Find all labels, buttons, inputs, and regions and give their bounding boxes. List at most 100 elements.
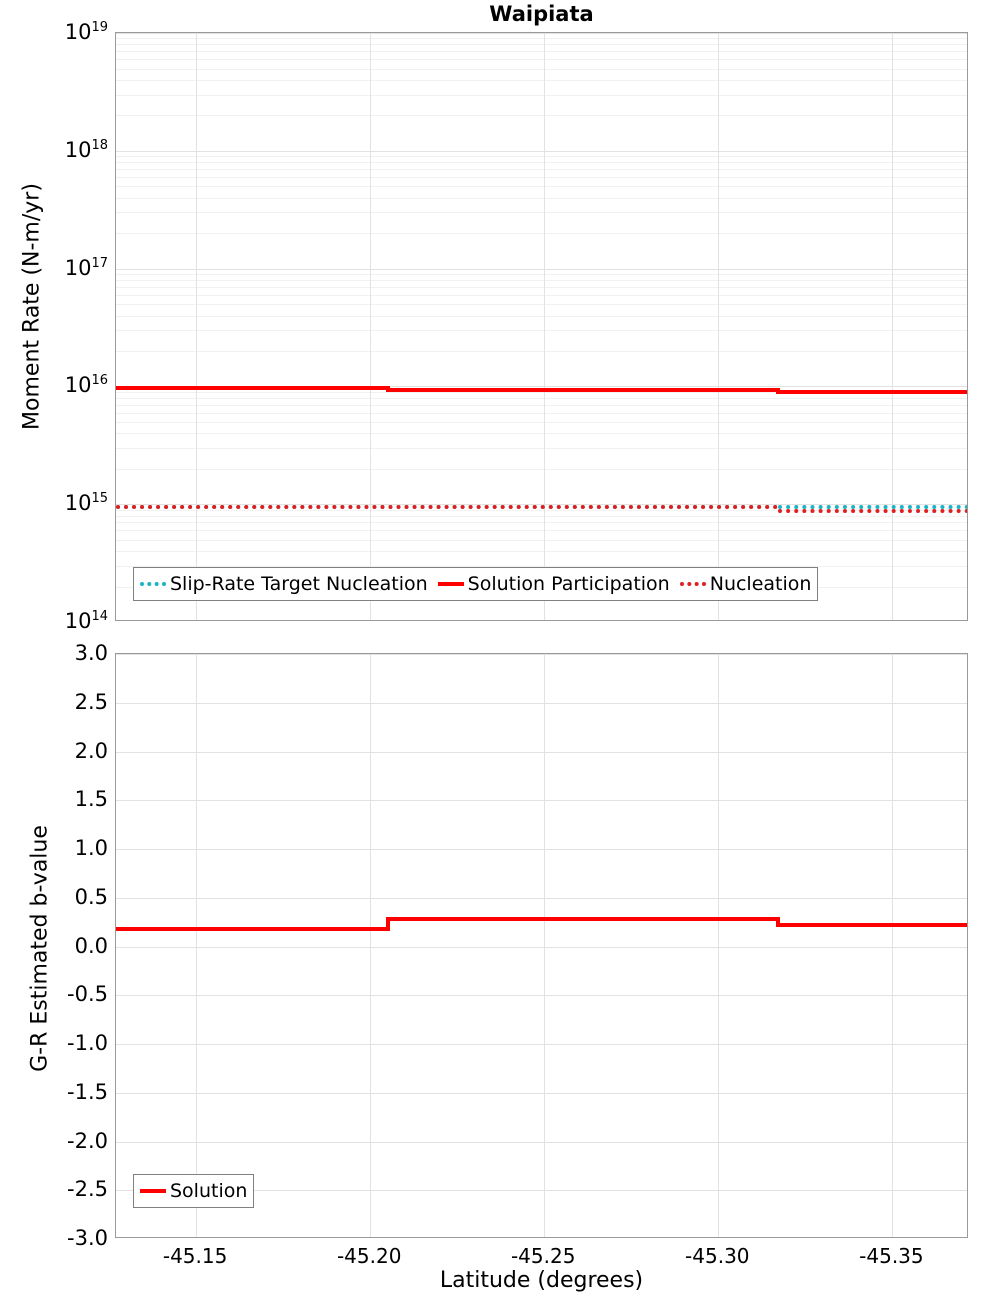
- gridline-horizontal: [116, 386, 967, 388]
- gridline-horizontal: [116, 286, 967, 288]
- data-line-nucleation: [116, 504, 778, 509]
- gridline-horizontal: [116, 274, 967, 275]
- legend-entry-label: Nucleation: [709, 573, 812, 595]
- gridline-horizontal: [116, 68, 967, 70]
- gridline-vertical: [718, 33, 720, 620]
- gridline-horizontal: [116, 156, 967, 158]
- gridline-vertical: [196, 33, 198, 620]
- legend-entry[interactable]: Solution: [140, 1180, 247, 1202]
- y-tick-exponent: 16: [91, 373, 108, 389]
- y-tick-base: 10: [64, 137, 92, 162]
- gridline-vertical: [718, 654, 720, 1237]
- y-tick-label: -1.5: [67, 1079, 108, 1104]
- gridline-vertical: [892, 654, 894, 1237]
- y-axis-ticks-top: 1019 1018 1017 1016 1015 1014: [0, 20, 108, 633]
- gridline-horizontal: [116, 654, 967, 655]
- gridline-horizontal: [116, 197, 967, 199]
- y-tick-label: 1.5: [74, 787, 108, 812]
- y-tick-exponent: 15: [91, 491, 108, 507]
- y-tick-exponent: 17: [91, 255, 108, 271]
- x-tick-label: -45.20: [336, 1244, 402, 1268]
- gridline-horizontal: [116, 946, 967, 948]
- gridline-horizontal: [116, 995, 967, 997]
- y-tick-label: 3.0: [74, 641, 108, 665]
- y-tick-exponent: 14: [91, 609, 108, 624]
- y-tick-label: -1.0: [67, 1031, 108, 1055]
- gridline-horizontal: [116, 233, 967, 235]
- gridline-horizontal: [116, 79, 967, 81]
- y-tick-label: 1017: [65, 256, 108, 280]
- gridline-vertical: [370, 33, 372, 620]
- gridline-horizontal: [116, 169, 967, 170]
- gridline-vertical: [544, 654, 546, 1237]
- legend-moment-rate[interactable]: Slip-Rate Target Nucleation Solution Part…: [133, 567, 819, 601]
- y-tick-label: 0.0: [74, 933, 108, 958]
- gridline-vertical: [196, 654, 198, 1237]
- legend-b-value[interactable]: Solution: [133, 1174, 255, 1208]
- gridline-horizontal: [116, 404, 967, 406]
- moment-rate-plot-area: Slip-Rate Target Nucleation Solution Part…: [115, 32, 968, 621]
- y-tick-label: 1018: [65, 138, 108, 162]
- gridline-horizontal: [116, 421, 967, 423]
- gridline-horizontal: [116, 38, 967, 40]
- x-tick-label: -45.15: [162, 1244, 228, 1268]
- legend-entry-label: Slip-Rate Target Nucleation: [170, 573, 428, 595]
- data-line-nucleation: [777, 508, 967, 513]
- y-tick-label: 0.5: [74, 884, 108, 909]
- gridline-horizontal: [116, 294, 967, 296]
- x-axis-ticks: -45.15 -45.20 -45.25 -45.30 -45.35: [115, 1238, 968, 1272]
- data-step-riser: [385, 917, 390, 931]
- y-tick-label: -0.5: [67, 982, 108, 1007]
- gridline-horizontal: [116, 515, 967, 517]
- gridline-horizontal: [116, 59, 967, 61]
- gridline-horizontal: [116, 186, 967, 188]
- gridline-horizontal: [116, 539, 967, 541]
- y-tick-base: 10: [64, 255, 92, 280]
- legend-entry[interactable]: Solution Participation: [437, 573, 670, 595]
- legend-entry[interactable]: Nucleation: [679, 573, 812, 595]
- legend-entry-label: Solution: [170, 1180, 248, 1202]
- y-tick-label: -2.5: [67, 1177, 108, 1202]
- y-tick-base: 10: [64, 373, 92, 398]
- data-line-slip-rate-target-nucleation: [777, 505, 967, 510]
- gridline-horizontal: [116, 162, 967, 164]
- gridline-horizontal: [116, 509, 967, 511]
- page-title: Waipiata: [489, 2, 594, 26]
- y-tick-label: 1.0: [74, 836, 108, 860]
- gridline-horizontal: [116, 530, 967, 532]
- gridline-horizontal: [116, 330, 967, 332]
- gridline-horizontal: [116, 702, 967, 704]
- x-axis-label: Latitude (degrees): [439, 1268, 644, 1293]
- gridline-horizontal: [116, 448, 967, 449]
- legend-swatch-icon: [437, 582, 464, 586]
- y-tick-label: 1019: [65, 20, 108, 44]
- gridline-horizontal: [116, 565, 967, 567]
- data-line-solution: [387, 917, 778, 922]
- legend-swatch-icon: [140, 1189, 166, 1193]
- gridline-horizontal: [116, 800, 967, 802]
- y-tick-exponent: 19: [91, 20, 108, 35]
- legend-entry[interactable]: Slip-Rate Target Nucleation: [140, 573, 428, 595]
- data-line-solution: [777, 923, 967, 927]
- gridline-horizontal: [116, 849, 967, 850]
- y-axis-label-bottom: G-R Estimated b-value: [27, 825, 53, 1072]
- gridline-horizontal: [116, 1044, 967, 1045]
- x-tick-label: -45.25: [510, 1244, 576, 1268]
- legend-swatch-icon: [679, 582, 706, 586]
- gridline-horizontal: [116, 280, 967, 281]
- legend-entry-label: Solution Participation: [467, 573, 670, 595]
- gridline-horizontal: [116, 33, 967, 34]
- y-tick-base: 10: [64, 20, 92, 44]
- gridline-horizontal: [116, 94, 967, 96]
- gridline-horizontal: [116, 1190, 967, 1192]
- data-line-solution-participation: [116, 386, 388, 390]
- y-tick-label: 2.0: [74, 738, 108, 763]
- y-tick-label: 1016: [65, 373, 108, 397]
- y-tick-label: 1014: [65, 609, 108, 633]
- gridline-horizontal: [116, 391, 967, 393]
- data-line-solution-participation: [777, 390, 967, 395]
- y-tick-base: 10: [64, 609, 92, 633]
- gridline-horizontal: [116, 315, 967, 317]
- gridline-horizontal: [116, 115, 967, 117]
- y-tick-label: -2.0: [67, 1128, 108, 1153]
